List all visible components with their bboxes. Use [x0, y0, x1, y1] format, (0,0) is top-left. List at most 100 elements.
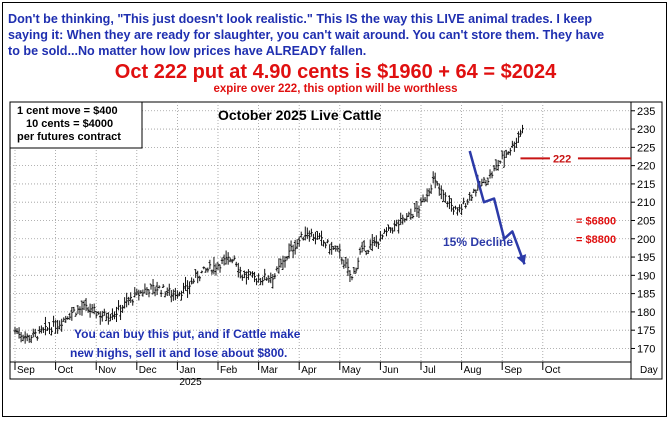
price-bar: [222, 254, 226, 266]
price-target-label: = $8800: [576, 234, 616, 246]
price-bar: [25, 333, 29, 342]
price-bar: [519, 129, 522, 137]
strike-label-bg: [549, 151, 578, 165]
price-bar: [204, 267, 208, 273]
month-label: Jan: [179, 365, 195, 376]
price-bar: [460, 203, 463, 216]
price-axis-band: [630, 101, 663, 380]
price-bar: [395, 219, 398, 227]
price-bar: [117, 300, 120, 311]
price-bar: [245, 271, 248, 285]
price-bar: [50, 327, 53, 336]
month-label: Nov: [98, 365, 116, 376]
price-tick-label: 180: [637, 307, 655, 319]
price-bar: [472, 188, 476, 193]
price-bar: [324, 242, 327, 249]
price-bar: [40, 325, 43, 334]
price-bar: [488, 169, 492, 179]
price-bar: [109, 313, 112, 322]
price-bar: [135, 288, 139, 296]
price-bar: [257, 273, 260, 283]
price-bar: [192, 278, 195, 284]
price-bar: [52, 315, 55, 327]
price-bar: [113, 311, 116, 320]
price-bar: [391, 227, 394, 234]
price-bar: [232, 255, 236, 261]
month-label: Jul: [423, 365, 436, 376]
price-bar: [273, 273, 277, 280]
price-bar: [86, 306, 90, 313]
price-bar: [486, 177, 490, 186]
month-label: Mar: [261, 365, 279, 376]
projection-arrowhead: [516, 254, 527, 265]
price-bar: [42, 327, 45, 333]
price-bar: [263, 268, 266, 281]
price-bar: [326, 239, 329, 244]
price-bar: [336, 245, 340, 252]
price-bar: [163, 291, 167, 298]
price-bar: [348, 270, 352, 282]
price-tick-label: 215: [637, 179, 655, 191]
price-bar: [34, 328, 37, 338]
price-bar: [423, 197, 427, 202]
price-bar: [283, 256, 287, 268]
price-bar: [312, 233, 315, 241]
price-bar: [265, 277, 269, 281]
price-tick-label: 175: [637, 325, 655, 337]
price-tick-label: 200: [637, 234, 655, 246]
price-bar: [129, 292, 133, 303]
year-label: 2025: [179, 377, 202, 388]
price-bar: [346, 258, 350, 277]
price-bar: [218, 264, 222, 273]
price-bar: [184, 276, 187, 291]
price-bar: [500, 150, 504, 160]
price-bar: [450, 198, 453, 212]
price-bar: [224, 250, 228, 265]
price-bar: [340, 256, 344, 265]
price-bar: [440, 185, 443, 200]
price-bar: [237, 262, 240, 278]
price-bar: [342, 259, 346, 269]
option-headline: Oct 222 put at 4.90 cents is $1960 + 64 …: [114, 61, 557, 83]
price-bar: [356, 257, 360, 270]
month-label: Jun: [382, 365, 398, 376]
price-bar: [462, 197, 465, 205]
price-bar: [454, 205, 457, 210]
price-bar: [521, 124, 524, 134]
price-bar: [212, 256, 216, 275]
price-bar: [318, 232, 321, 240]
price-bar: [381, 234, 384, 240]
price-bar: [466, 198, 469, 205]
price-bar: [442, 189, 445, 202]
price-bar: [338, 244, 342, 259]
price-bar: [407, 211, 411, 217]
month-label: Feb: [220, 365, 238, 376]
price-bar: [74, 312, 78, 317]
price-bar: [515, 137, 518, 149]
price-bar: [200, 270, 204, 274]
price-bar: [295, 239, 299, 249]
price-bar: [84, 298, 88, 312]
price-bar: [494, 159, 498, 171]
price-bar: [358, 247, 362, 255]
price-bar: [379, 231, 382, 242]
price-bar: [143, 283, 147, 294]
price-bar: [261, 276, 264, 286]
price-bar: [82, 300, 86, 311]
price-bar: [243, 270, 246, 279]
price-bar: [105, 312, 108, 322]
price-bar: [452, 206, 455, 215]
price-bar: [415, 201, 419, 217]
price-bar: [27, 334, 31, 343]
price-bar: [241, 274, 244, 281]
price-bar: [354, 267, 358, 274]
price-bar: [78, 306, 82, 316]
price-bar: [216, 262, 220, 271]
month-label: Aug: [464, 365, 482, 376]
month-label: May: [342, 365, 361, 376]
price-bar: [271, 274, 275, 289]
price-tick-label: 220: [637, 161, 655, 173]
price-bar: [289, 240, 293, 252]
price-tick-label: 230: [637, 124, 655, 136]
